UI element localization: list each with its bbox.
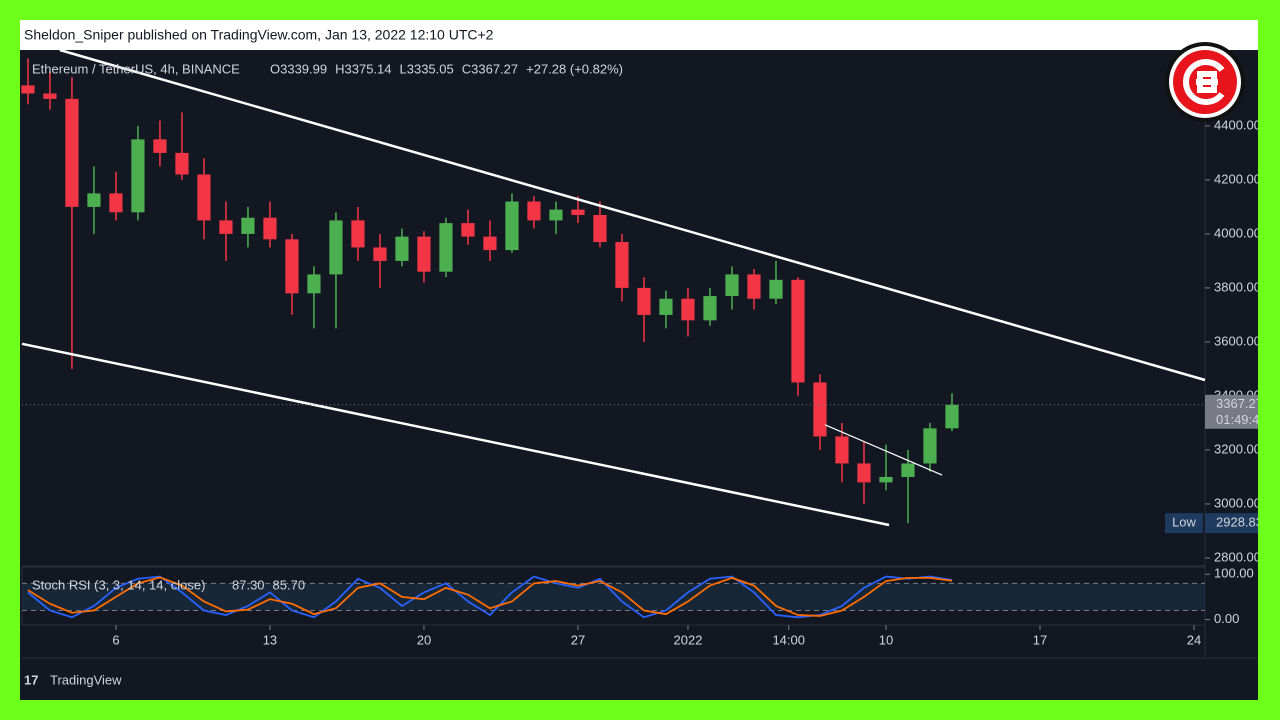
candle-body <box>879 476 893 483</box>
osc-tick-label: 100.00 <box>1214 566 1254 581</box>
trendline <box>59 48 1206 382</box>
quote-value: +27.28 (+0.82%) <box>526 61 623 76</box>
candle-body <box>923 428 937 464</box>
candle-body <box>857 463 871 483</box>
published: Sheldon_Sniper published on TradingView.… <box>24 27 494 43</box>
candle-body <box>43 93 57 99</box>
trendline <box>21 342 890 527</box>
candle-body <box>439 223 453 272</box>
x-tick-label: 10 <box>879 632 893 647</box>
osc-line <box>27 575 953 619</box>
x-tick-label: 14:00 <box>772 632 805 647</box>
candle-body <box>791 279 805 383</box>
x-tick-label: 27 <box>571 632 585 647</box>
candle-body <box>725 274 739 297</box>
y-tick-label: 3200.00 <box>1214 441 1261 456</box>
osc-line <box>27 576 953 617</box>
candle-body <box>109 193 123 213</box>
low-tag <box>1165 513 1203 534</box>
last-price: 3367.27 <box>1216 396 1263 411</box>
trendline <box>824 424 943 476</box>
header-bar <box>20 20 1258 50</box>
candle-body <box>703 296 717 321</box>
candle-body <box>153 139 167 153</box>
candle-body <box>395 236 409 261</box>
y-tick-label: 4000.00 <box>1214 225 1261 240</box>
candle-body <box>197 174 211 221</box>
legend-value: 87.30 <box>232 577 265 592</box>
y-tick-label: 2800.00 <box>1214 549 1261 564</box>
candle-body <box>505 201 519 251</box>
candle-body <box>263 217 277 240</box>
plot: 2800.003000.003200.003400.003600.003800.… <box>21 48 1263 659</box>
candle-body <box>307 274 321 294</box>
x-tick-label: 2022 <box>674 632 703 647</box>
x-tick-label: 20 <box>417 632 431 647</box>
candle-body <box>219 220 233 234</box>
candle-body <box>21 85 35 94</box>
candle-body <box>593 215 607 243</box>
countdown: 01:49:4 <box>1216 412 1259 427</box>
symbol: Ethereum / TetherUS, 4h, BINANCE <box>32 61 240 76</box>
candle-body <box>769 279 783 299</box>
candle-body <box>813 382 827 437</box>
candle-body <box>681 298 695 321</box>
low-tag-label: Low <box>1172 515 1196 530</box>
x-tick-label: 17 <box>1033 632 1047 647</box>
candle-body <box>351 220 365 248</box>
candle-body <box>461 223 475 237</box>
x-tick-label: 6 <box>112 632 119 647</box>
oscillator-title: Stoch RSI (3, 3, 14, 14, close) <box>32 577 205 592</box>
quote-value: O3339.99 <box>270 61 327 76</box>
candle-body <box>901 463 915 477</box>
candle-body <box>945 404 959 429</box>
candle-body <box>615 242 629 288</box>
low-price-box <box>1205 513 1258 534</box>
quote-value: L3335.05 <box>400 61 454 76</box>
logo-icon <box>1183 59 1225 105</box>
candle-body <box>835 436 849 464</box>
candle-body <box>87 193 101 207</box>
candle-body <box>373 247 387 261</box>
x-tick-label: 24 <box>1187 632 1201 647</box>
y-tick-label: 4400.00 <box>1214 117 1261 132</box>
y-tick-label: 3800.00 <box>1214 279 1261 294</box>
quote-value: H3375.14 <box>335 61 391 76</box>
candle-body <box>747 274 761 299</box>
candle-body <box>241 217 255 234</box>
low-price: 2928.83 <box>1216 515 1263 530</box>
y-tick-label: 3600.00 <box>1214 333 1261 348</box>
candle-body <box>483 236 497 251</box>
candle-body <box>527 201 541 221</box>
x-tick-label: 13 <box>263 632 277 647</box>
legend-value: 85.70 <box>273 577 306 592</box>
candle-body <box>637 287 651 315</box>
candle-body <box>175 152 189 175</box>
logo <box>1165 42 1245 122</box>
osc-tick-label: 0.00 <box>1214 611 1239 626</box>
candle-body <box>417 236 431 272</box>
candle-body <box>329 220 343 275</box>
candle-body <box>65 98 79 207</box>
brand-logo: 17 <box>24 672 38 687</box>
last-price-box <box>1205 394 1258 429</box>
candle-body <box>285 239 299 294</box>
candle-body <box>571 209 585 216</box>
candle-body <box>131 139 145 213</box>
quote-value: C3367.27 <box>462 61 518 76</box>
brand: TradingView <box>50 672 122 687</box>
y-tick-label: 3000.00 <box>1214 495 1261 510</box>
y-tick-label: 4200.00 <box>1214 171 1261 186</box>
candle-body <box>549 209 563 221</box>
candle-body <box>659 298 673 315</box>
